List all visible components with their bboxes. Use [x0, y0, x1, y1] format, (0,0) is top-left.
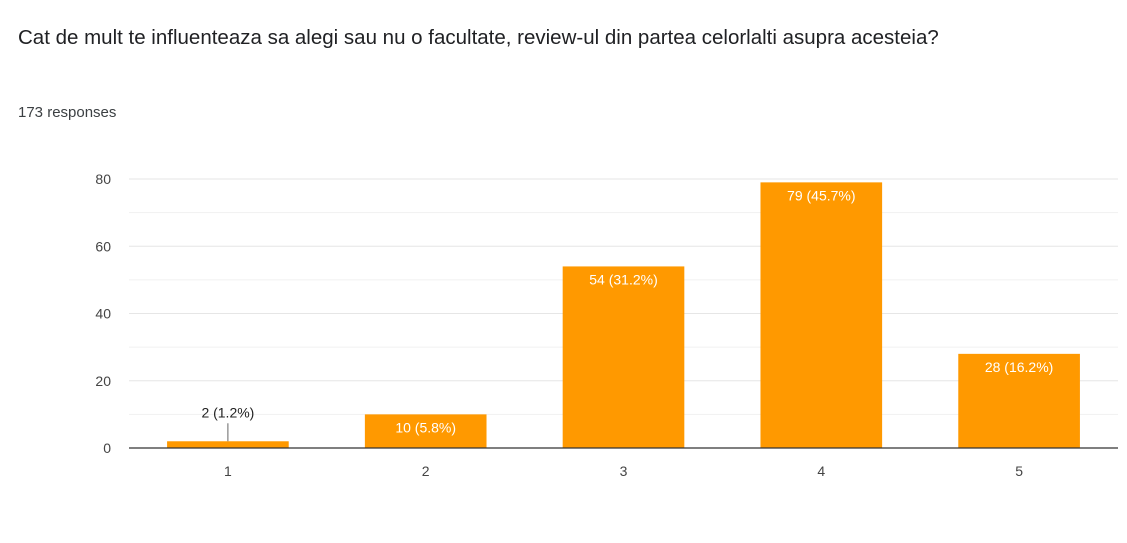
chart-bars: [167, 182, 1080, 449]
bar-4: [760, 182, 883, 449]
x-tick-label: 2: [422, 463, 430, 479]
x-tick-label: 3: [620, 463, 628, 479]
x-tick-label: 4: [817, 463, 825, 479]
data-label: 2 (1.2%): [201, 404, 254, 420]
y-tick-label: 0: [103, 440, 111, 456]
y-tick-label: 80: [95, 171, 111, 187]
bar-2: [364, 414, 487, 448]
bar-3: [562, 266, 685, 448]
data-label: 54 (31.2%): [589, 271, 657, 287]
chart-axes: 0 20 40 60 80 1 2 3 4 5: [95, 171, 1118, 479]
response-count: 173 responses: [18, 104, 117, 121]
bar-5: [958, 353, 1080, 448]
data-label: 79 (45.7%): [787, 187, 855, 203]
y-tick-label: 60: [95, 238, 111, 254]
question-title: Cat de mult te influenteaza sa alegi sau…: [18, 26, 939, 49]
chart-labels: 2 (1.2%) 10 (5.8%) 54 (31.2%) 79 (45.7%) 28 …: [201, 187, 1053, 442]
y-tick-label: 40: [95, 306, 111, 322]
x-tick-label: 1: [224, 463, 232, 479]
data-label: 10 (5.8%): [395, 419, 456, 435]
x-tick-label: 5: [1015, 463, 1023, 479]
data-label: 28 (16.2%): [985, 359, 1053, 375]
bar-1: [167, 441, 289, 448]
y-tick-label: 20: [95, 373, 111, 389]
chart-grid: [129, 178, 1118, 415]
